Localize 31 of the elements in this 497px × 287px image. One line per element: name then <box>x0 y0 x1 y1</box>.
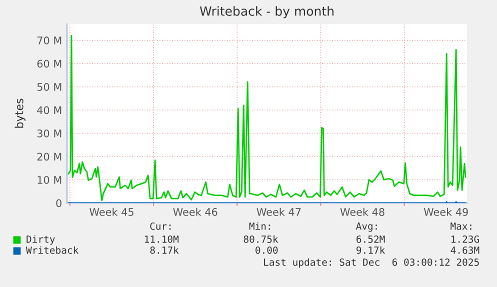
text: 8.17k <box>150 246 179 254</box>
text: Min: <box>249 222 270 230</box>
text: 6.52M <box>356 235 385 243</box>
y-tick-label: 10 M <box>38 176 62 184</box>
text: 1.23G <box>452 235 479 243</box>
text: Cur: <box>150 222 171 230</box>
text: Avg: <box>356 222 377 232</box>
x-tick-label: Week 48 <box>340 208 384 216</box>
chart-title: Writeback - by month <box>200 6 334 18</box>
y-tick-label: 70 M <box>37 36 62 44</box>
x-tick-label: Week 46 <box>173 208 218 216</box>
text: 0.00 <box>256 246 278 254</box>
legend-label: Writeback <box>26 246 79 254</box>
legend-label: Dirty <box>26 235 55 245</box>
y-tick-label: 40 M <box>37 106 62 114</box>
text: 11.10M <box>144 235 179 243</box>
x-tick-label: Week 49 <box>424 208 468 216</box>
text: Last update: Sat Dec 6 03:00:12 2025 <box>264 258 479 268</box>
y-tick-label: 20 M <box>37 152 62 161</box>
y-axis-title: bytes <box>14 98 26 128</box>
x-tick-label: Week 45 <box>90 208 134 216</box>
y-tick-label: 0 <box>56 199 62 208</box>
y-tick-label: 30 M <box>37 129 62 138</box>
text: 80.75k <box>244 235 278 243</box>
y-tick-label: 50 M <box>37 82 62 91</box>
x-tick-label: Week 47 <box>256 208 301 216</box>
line-series <box>68 34 466 202</box>
text: 4.63M <box>450 246 480 254</box>
text: Max: <box>450 222 472 230</box>
text: 9.17k <box>356 246 386 254</box>
y-tick-label: 60 M <box>37 60 62 68</box>
